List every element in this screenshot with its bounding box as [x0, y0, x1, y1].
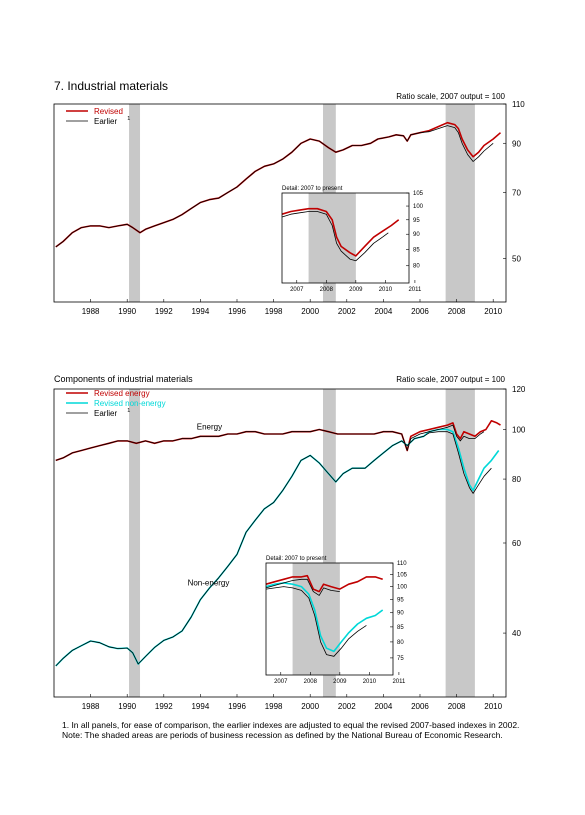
x-tick-label-1998: 1998 [265, 702, 283, 711]
inset-recession-band [308, 193, 356, 283]
series-line-earlier-1 [281, 211, 389, 262]
nonenergy-annotation: Non-energy [188, 579, 230, 588]
inset-x-tick-label-2011: 2011 [392, 679, 406, 685]
inset-x-tick-label-2008: 2008 [320, 287, 334, 293]
inset-title: Detail: 2007 to present [282, 186, 343, 192]
x-tick-label-1998: 1998 [265, 307, 283, 316]
x-tick-label-2000: 2000 [301, 307, 319, 316]
y-tick-label-40: 40 [512, 629, 521, 638]
y-tick-label-70: 70 [512, 188, 521, 197]
plot-frame [53, 103, 507, 303]
inset-y-tick-label-105: 105 [413, 191, 424, 197]
y-tick-label-80: 80 [512, 475, 521, 484]
recession-band-1 [129, 104, 141, 302]
inset-x-tick-label-2010: 2010 [379, 287, 393, 293]
y-tick-label-100: 100 [512, 426, 526, 435]
inset-panel: 2007 2008 2009 2010 2011 105 100 95 90 85 80 Detail… [281, 186, 424, 293]
x-tick-label-1996: 1996 [228, 307, 246, 316]
series-line-earlier-2 [55, 424, 485, 461]
legend-revised-energy-label: Revised energy [94, 389, 150, 398]
inset-x-tick-label-2007: 2007 [274, 679, 288, 685]
footnote-note: Note: The shaded areas are periods of bu… [62, 730, 503, 740]
series-line-revised-non-energy-1 [265, 582, 384, 653]
x-tick-label-1992: 1992 [155, 307, 173, 316]
inset-x-tick-label-2009: 2009 [349, 287, 363, 293]
y-tick-label-50: 50 [512, 254, 521, 263]
inset-y-tick-label-100: 100 [413, 204, 424, 210]
inset-y-tick-label-100: 100 [397, 585, 408, 591]
x-tick-label-2008: 2008 [448, 702, 466, 711]
x-tick-label-1992: 1992 [155, 702, 173, 711]
y-tick-label-120: 120 [512, 385, 526, 394]
series-line-earlier-1 [55, 125, 494, 248]
inset-y-tick-label-90: 90 [397, 611, 404, 617]
y-tick-label-110: 110 [512, 100, 525, 109]
chart-panel-1: 7. Industrial materials Ratio scale, 2007… [53, 79, 525, 316]
inset-title: Detail: 2007 to present [266, 556, 327, 562]
inset-y-tick-label-75: 75 [397, 656, 404, 662]
energy-annotation: Energy [197, 423, 222, 432]
x-tick-label-1994: 1994 [191, 702, 209, 711]
series-line-revised-0 [55, 121, 502, 248]
x-tick-label-2000: 2000 [301, 702, 319, 711]
footnote-1: 1. In all panels, for ease of comparison… [62, 720, 520, 730]
chart-panel-2: Components of industrial materials Ratio … [53, 374, 526, 711]
x-tick-label-2006: 2006 [411, 702, 429, 711]
inset-panel: 2007 2008 2009 2010 2011 110 105 100 95 90 85 80 75 D… [265, 556, 408, 685]
x-tick-label-1996: 1996 [228, 702, 246, 711]
inset-y-tick-label-110: 110 [397, 561, 407, 567]
series-line-revised-energy-0 [265, 574, 383, 593]
legend-earlier-label: Earlier [94, 409, 117, 418]
inset-y-tick-label-105: 105 [397, 573, 408, 579]
series-line-revised-0 [281, 207, 400, 257]
x-tick-label-2010: 2010 [484, 307, 502, 316]
series-group [55, 420, 501, 667]
inset-x-tick-label-2008: 2008 [304, 679, 318, 685]
scale-note: Ratio scale, 2007 output = 100 [396, 375, 505, 384]
scale-note: Ratio scale, 2007 output = 100 [396, 92, 505, 101]
inset-y-tick-label-80: 80 [413, 264, 420, 270]
legend-earlier-superscript: 1 [127, 116, 130, 122]
inset-plot-frame [265, 562, 394, 676]
x-tick-label-2002: 2002 [338, 702, 356, 711]
inset-y-tick-label-80: 80 [397, 640, 404, 646]
legend-earlier-superscript: 1 [127, 408, 130, 414]
inset-y-tick-label-85: 85 [397, 625, 404, 631]
x-tick-label-2006: 2006 [411, 307, 429, 316]
legend-earlier-label: Earlier [94, 117, 117, 126]
x-tick-label-2010: 2010 [484, 702, 502, 711]
x-tick-label-2004: 2004 [374, 702, 392, 711]
x-tick-label-1988: 1988 [82, 307, 100, 316]
footnotes: 1. In all panels, for ease of comparison… [54, 720, 524, 740]
series-line-earlier-2 [265, 578, 340, 596]
x-tick-label-2008: 2008 [448, 307, 466, 316]
series-group [55, 121, 502, 248]
legend-revised-nonenergy-label: Revised non-energy [94, 399, 166, 408]
x-tick-label-1990: 1990 [118, 702, 136, 711]
inset-y-tick-label-95: 95 [397, 597, 404, 603]
legend-revised-label: Revised [94, 107, 123, 116]
x-tick-label-2002: 2002 [338, 307, 356, 316]
inset-x-tick-label-2011: 2011 [408, 287, 422, 293]
y-tick-label-90: 90 [512, 139, 521, 148]
inset-plot-frame [281, 192, 410, 284]
x-tick-label-2004: 2004 [374, 307, 392, 316]
panel-title: Components of industrial materials [54, 374, 193, 384]
inset-x-tick-label-2010: 2010 [363, 679, 377, 685]
page-title: 7. Industrial materials [54, 79, 168, 93]
y-tick-label-60: 60 [512, 539, 521, 548]
x-tick-label-1990: 1990 [118, 307, 136, 316]
series-line-earlier-3 [265, 586, 367, 657]
series-line-earlier-3 [55, 431, 492, 667]
inset-x-tick-label-2007: 2007 [290, 287, 304, 293]
inset-y-tick-label-95: 95 [413, 218, 420, 224]
x-tick-label-1994: 1994 [191, 307, 209, 316]
recession-band-1 [129, 389, 141, 697]
x-tick-label-1988: 1988 [82, 702, 100, 711]
inset-x-tick-label-2009: 2009 [333, 679, 347, 685]
inset-y-tick-label-90: 90 [413, 232, 420, 238]
inset-y-tick-label-85: 85 [413, 248, 420, 254]
